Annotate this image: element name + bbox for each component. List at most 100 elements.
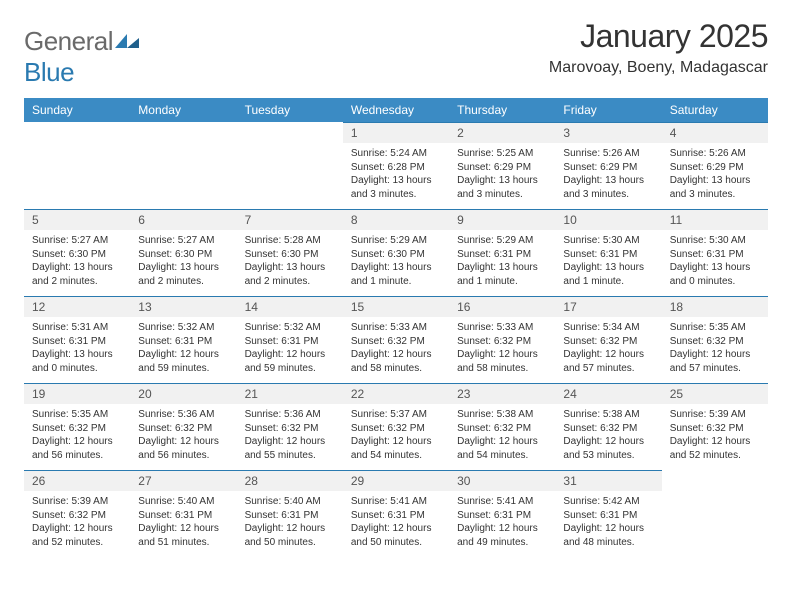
- day-number: 4: [662, 122, 768, 143]
- daylight-line: Daylight: 12 hours and 56 minutes.: [32, 435, 122, 462]
- sunset-line: Sunset: 6:32 PM: [32, 422, 122, 436]
- sunset-line: Sunset: 6:31 PM: [138, 509, 228, 523]
- title-block: January 2025 Marovoay, Boeny, Madagascar: [549, 18, 768, 77]
- day-details: Sunrise: 5:40 AMSunset: 6:31 PMDaylight:…: [130, 491, 236, 557]
- day-number: 31: [555, 470, 661, 491]
- day-number: 7: [237, 209, 343, 230]
- sunset-line: Sunset: 6:31 PM: [245, 335, 335, 349]
- sunrise-line: Sunrise: 5:39 AM: [32, 495, 122, 509]
- sunrise-line: Sunrise: 5:40 AM: [245, 495, 335, 509]
- sunset-line: Sunset: 6:31 PM: [351, 509, 441, 523]
- weekday-header: Tuesday: [237, 98, 343, 122]
- sunset-line: Sunset: 6:32 PM: [670, 335, 760, 349]
- weekday-header: Monday: [130, 98, 236, 122]
- daylight-line: Daylight: 12 hours and 58 minutes.: [457, 348, 547, 375]
- calendar-cell: 11Sunrise: 5:30 AMSunset: 6:31 PMDayligh…: [662, 209, 768, 296]
- day-details: Sunrise: 5:29 AMSunset: 6:30 PMDaylight:…: [343, 230, 449, 296]
- day-number: 14: [237, 296, 343, 317]
- calendar-cell: 10Sunrise: 5:30 AMSunset: 6:31 PMDayligh…: [555, 209, 661, 296]
- weekday-header: Thursday: [449, 98, 555, 122]
- day-number: 21: [237, 383, 343, 404]
- daylight-line: Daylight: 12 hours and 54 minutes.: [457, 435, 547, 462]
- calendar-page: GeneralBlue January 2025 Marovoay, Boeny…: [0, 0, 792, 612]
- sunrise-line: Sunrise: 5:35 AM: [32, 408, 122, 422]
- day-number: 24: [555, 383, 661, 404]
- location: Marovoay, Boeny, Madagascar: [549, 59, 768, 77]
- day-details: Sunrise: 5:41 AMSunset: 6:31 PMDaylight:…: [343, 491, 449, 557]
- day-number: 18: [662, 296, 768, 317]
- day-details: Sunrise: 5:31 AMSunset: 6:31 PMDaylight:…: [24, 317, 130, 383]
- sunset-line: Sunset: 6:32 PM: [32, 509, 122, 523]
- sunrise-line: Sunrise: 5:30 AM: [670, 234, 760, 248]
- day-number: 28: [237, 470, 343, 491]
- logo-word1: General: [24, 26, 113, 56]
- calendar-cell: 21Sunrise: 5:36 AMSunset: 6:32 PMDayligh…: [237, 383, 343, 470]
- sunset-line: Sunset: 6:32 PM: [245, 422, 335, 436]
- sunrise-line: Sunrise: 5:36 AM: [245, 408, 335, 422]
- calendar-cell: [130, 122, 236, 209]
- daylight-line: Daylight: 13 hours and 2 minutes.: [245, 261, 335, 288]
- sunrise-line: Sunrise: 5:38 AM: [563, 408, 653, 422]
- calendar-cell: 22Sunrise: 5:37 AMSunset: 6:32 PMDayligh…: [343, 383, 449, 470]
- month-title: January 2025: [549, 18, 768, 55]
- sunrise-line: Sunrise: 5:33 AM: [457, 321, 547, 335]
- sunrise-line: Sunrise: 5:26 AM: [563, 147, 653, 161]
- calendar-cell: 9Sunrise: 5:29 AMSunset: 6:31 PMDaylight…: [449, 209, 555, 296]
- day-details: Sunrise: 5:40 AMSunset: 6:31 PMDaylight:…: [237, 491, 343, 557]
- daylight-line: Daylight: 13 hours and 0 minutes.: [670, 261, 760, 288]
- daylight-line: Daylight: 13 hours and 1 minute.: [351, 261, 441, 288]
- daylight-line: Daylight: 12 hours and 59 minutes.: [245, 348, 335, 375]
- sunset-line: Sunset: 6:31 PM: [245, 509, 335, 523]
- sunset-line: Sunset: 6:31 PM: [670, 248, 760, 262]
- calendar-cell: 17Sunrise: 5:34 AMSunset: 6:32 PMDayligh…: [555, 296, 661, 383]
- day-details: Sunrise: 5:42 AMSunset: 6:31 PMDaylight:…: [555, 491, 661, 557]
- daylight-line: Daylight: 12 hours and 57 minutes.: [670, 348, 760, 375]
- day-details: Sunrise: 5:25 AMSunset: 6:29 PMDaylight:…: [449, 143, 555, 209]
- day-details: Sunrise: 5:34 AMSunset: 6:32 PMDaylight:…: [555, 317, 661, 383]
- day-details: Sunrise: 5:39 AMSunset: 6:32 PMDaylight:…: [24, 491, 130, 557]
- daylight-line: Daylight: 12 hours and 55 minutes.: [245, 435, 335, 462]
- calendar-cell: 3Sunrise: 5:26 AMSunset: 6:29 PMDaylight…: [555, 122, 661, 209]
- sunset-line: Sunset: 6:31 PM: [563, 248, 653, 262]
- sunset-line: Sunset: 6:30 PM: [32, 248, 122, 262]
- day-details: Sunrise: 5:38 AMSunset: 6:32 PMDaylight:…: [449, 404, 555, 470]
- calendar-cell: 7Sunrise: 5:28 AMSunset: 6:30 PMDaylight…: [237, 209, 343, 296]
- day-number: 26: [24, 470, 130, 491]
- calendar-cell: 25Sunrise: 5:39 AMSunset: 6:32 PMDayligh…: [662, 383, 768, 470]
- day-details: Sunrise: 5:27 AMSunset: 6:30 PMDaylight:…: [24, 230, 130, 296]
- calendar-cell: 23Sunrise: 5:38 AMSunset: 6:32 PMDayligh…: [449, 383, 555, 470]
- day-details: Sunrise: 5:36 AMSunset: 6:32 PMDaylight:…: [130, 404, 236, 470]
- day-number: 20: [130, 383, 236, 404]
- day-number: 3: [555, 122, 661, 143]
- sunrise-line: Sunrise: 5:35 AM: [670, 321, 760, 335]
- calendar-cell: 28Sunrise: 5:40 AMSunset: 6:31 PMDayligh…: [237, 470, 343, 557]
- sunrise-line: Sunrise: 5:38 AM: [457, 408, 547, 422]
- day-number: 16: [449, 296, 555, 317]
- sunset-line: Sunset: 6:32 PM: [563, 422, 653, 436]
- sunrise-line: Sunrise: 5:42 AM: [563, 495, 653, 509]
- daylight-line: Daylight: 13 hours and 1 minute.: [563, 261, 653, 288]
- sunset-line: Sunset: 6:29 PM: [457, 161, 547, 175]
- day-details: Sunrise: 5:35 AMSunset: 6:32 PMDaylight:…: [662, 317, 768, 383]
- daylight-line: Daylight: 12 hours and 49 minutes.: [457, 522, 547, 549]
- daylight-line: Daylight: 12 hours and 54 minutes.: [351, 435, 441, 462]
- day-number: 6: [130, 209, 236, 230]
- day-number: 15: [343, 296, 449, 317]
- calendar-cell: 12Sunrise: 5:31 AMSunset: 6:31 PMDayligh…: [24, 296, 130, 383]
- daylight-line: Daylight: 13 hours and 3 minutes.: [457, 174, 547, 201]
- day-details: Sunrise: 5:37 AMSunset: 6:32 PMDaylight:…: [343, 404, 449, 470]
- day-details: Sunrise: 5:36 AMSunset: 6:32 PMDaylight:…: [237, 404, 343, 470]
- sunset-line: Sunset: 6:28 PM: [351, 161, 441, 175]
- sunrise-line: Sunrise: 5:27 AM: [32, 234, 122, 248]
- sunset-line: Sunset: 6:30 PM: [245, 248, 335, 262]
- daylight-line: Daylight: 12 hours and 56 minutes.: [138, 435, 228, 462]
- calendar-row: 12Sunrise: 5:31 AMSunset: 6:31 PMDayligh…: [24, 296, 768, 383]
- daylight-line: Daylight: 12 hours and 52 minutes.: [32, 522, 122, 549]
- day-number: 10: [555, 209, 661, 230]
- daylight-line: Daylight: 13 hours and 2 minutes.: [138, 261, 228, 288]
- daylight-line: Daylight: 12 hours and 50 minutes.: [351, 522, 441, 549]
- sunset-line: Sunset: 6:32 PM: [138, 422, 228, 436]
- day-number: 13: [130, 296, 236, 317]
- calendar-cell: 16Sunrise: 5:33 AMSunset: 6:32 PMDayligh…: [449, 296, 555, 383]
- daylight-line: Daylight: 13 hours and 3 minutes.: [351, 174, 441, 201]
